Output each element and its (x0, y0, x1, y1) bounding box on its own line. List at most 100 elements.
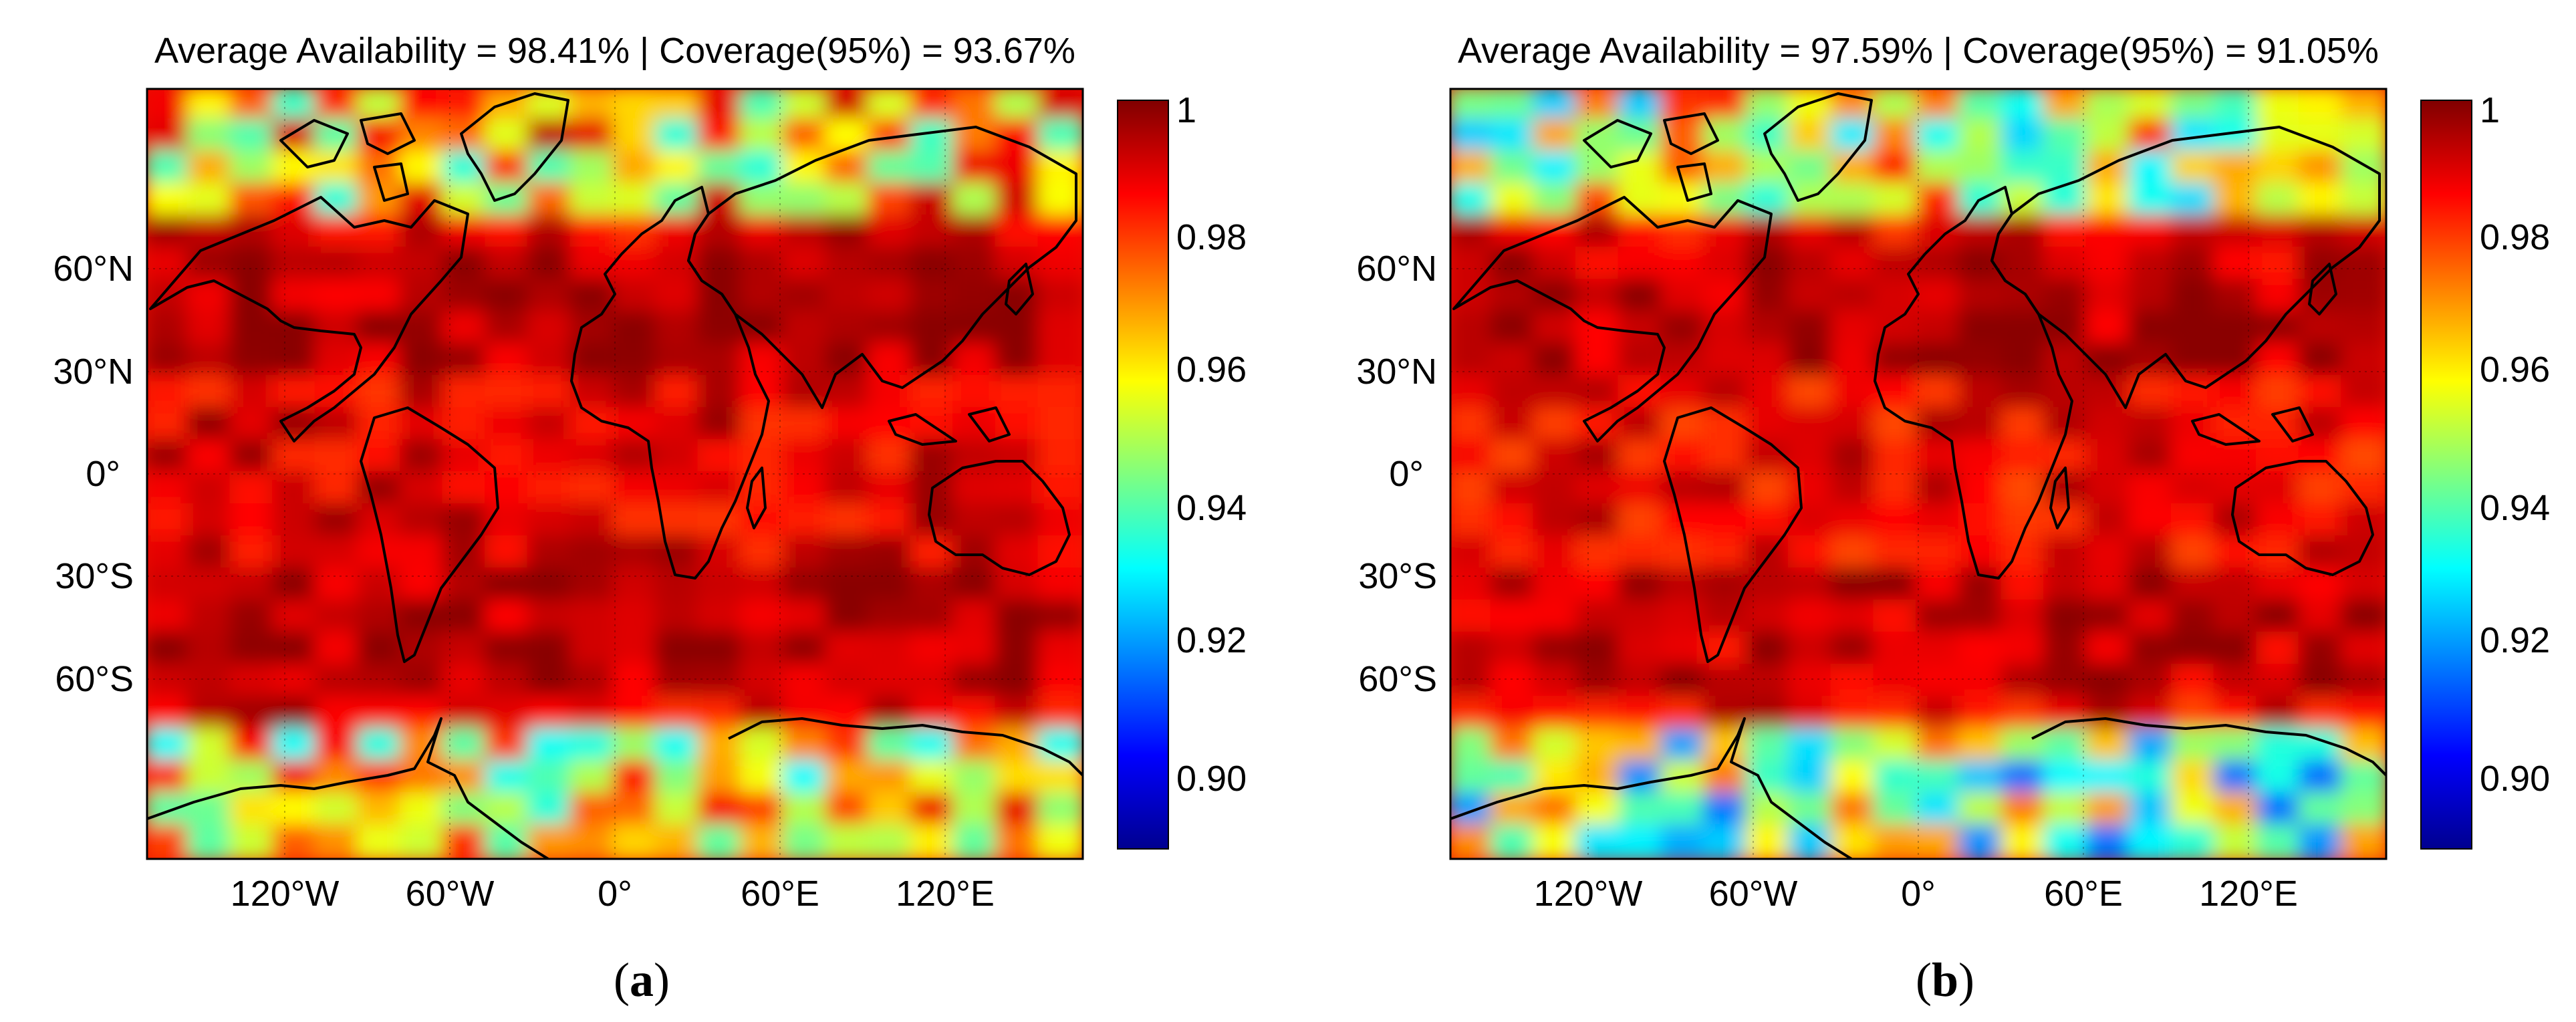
heatmap-cell (2128, 760, 2176, 797)
heatmap-cell (952, 600, 1001, 637)
heatmap-cell (1575, 215, 1624, 252)
heatmap-cell (782, 118, 831, 156)
heatmap-cell (527, 439, 575, 477)
heatmap-cell (1618, 728, 1666, 765)
heatmap-cell (995, 567, 1043, 605)
y-tick-30n: 30°N (1356, 352, 1437, 392)
heatmap-cell (1450, 600, 1496, 637)
heatmap-cell (314, 824, 363, 859)
heatmap-cell (527, 535, 575, 573)
heatmap-cell (1873, 664, 1921, 701)
heatmap-cell (952, 696, 1001, 733)
heatmap-cell (2043, 696, 2091, 733)
heatmap-cell (1618, 632, 1666, 669)
heatmap-cell (271, 503, 320, 541)
heatmap-cell (2341, 632, 2386, 669)
heatmap-cell (1533, 375, 1581, 412)
heatmap-cell (569, 150, 618, 188)
heatmap-cell (1788, 792, 1836, 829)
heatmap-cell (1533, 503, 1581, 541)
heatmap-cell (1037, 632, 1083, 669)
heatmap-cell (1037, 503, 1083, 541)
heatmap-cell (2043, 760, 2091, 797)
heatmap-cell (314, 632, 363, 669)
heatmap-cell (1490, 311, 1539, 348)
heatmap-cell (2001, 343, 2049, 380)
heatmap-cell (1830, 375, 1879, 412)
heatmap-cell (2085, 760, 2134, 797)
north-america-coastline (149, 196, 469, 442)
heatmap-cell (1916, 792, 1964, 829)
heatmap-cell (1702, 375, 1751, 412)
heatmap-cell (1450, 760, 1496, 797)
heatmap-cell (697, 118, 745, 156)
heatmap-cell (1873, 215, 1921, 252)
heatmap-cell (2341, 728, 2386, 765)
heatmap-cell (229, 696, 277, 733)
heatmap-cell (654, 535, 703, 573)
heatmap-cell (867, 182, 916, 220)
heatmap-cell (2213, 664, 2262, 701)
heatmap-cell (2341, 471, 2386, 509)
heatmap-cell (399, 760, 448, 797)
heatmap-cell (995, 696, 1043, 733)
heatmap-cell (825, 182, 873, 220)
heatmap-cell (2341, 824, 2386, 859)
heatmap-cell (1830, 567, 1879, 605)
heatmap-cell (1958, 279, 2007, 316)
heatmap-cell (527, 471, 575, 509)
heatmap-cell (357, 343, 405, 380)
heatmap-cell (2256, 632, 2304, 669)
heatmap-cell (485, 279, 533, 316)
heatmap-cell (147, 150, 192, 188)
heatmap-cell (1873, 503, 1921, 541)
heatmap-cell (2341, 247, 2386, 284)
heatmap-cell (357, 728, 405, 765)
heatmap-cell (1916, 182, 1964, 220)
heatmap-cell (2170, 632, 2219, 669)
heatmap-cell (1745, 150, 1794, 188)
heatmap-cell (1873, 89, 1921, 124)
heatmap-cell (782, 535, 831, 573)
heatmap-cell (229, 439, 277, 477)
heatmap-cell (1575, 760, 1624, 797)
heatmap-cell (1702, 728, 1751, 765)
heatmap-cell (314, 664, 363, 701)
heatmap-cell (1788, 375, 1836, 412)
heatmap-cell (910, 760, 958, 797)
heatmap-cell (2043, 632, 2091, 669)
heatmap-cell (1958, 407, 2007, 444)
heatmap-cell (399, 150, 448, 188)
heatmap-cell (485, 471, 533, 509)
heatmap-cell (2001, 247, 2049, 284)
heatmap-cell (2341, 439, 2386, 477)
heatmap-cell (1660, 567, 1708, 605)
heatmap-cell (1533, 407, 1581, 444)
colorbar-tick-098: 0.98 (2480, 217, 2550, 257)
heatmap-cell (1916, 343, 1964, 380)
panel-b-x-ticks: 120°W 60°W 0° 60°E 120°E (1534, 874, 2298, 914)
heatmap-cell (2170, 728, 2219, 765)
heatmap-cell (1575, 600, 1624, 637)
heatmap-cell (1618, 792, 1666, 829)
heatmap-cell (1745, 567, 1794, 605)
heatmap-cell (612, 215, 660, 252)
heatmap-cell (399, 375, 448, 412)
heatmap-cell (2128, 792, 2176, 829)
heatmap-cell (1490, 247, 1539, 284)
heatmap-cell (2256, 182, 2304, 220)
heatmap-cell (147, 696, 192, 733)
x-tick-120w: 120°W (231, 874, 340, 914)
heatmap-cell (1830, 600, 1879, 637)
heatmap-cell (442, 279, 491, 316)
south-america-coastline (1663, 406, 1803, 663)
heatmap-cell (867, 567, 916, 605)
heatmap-cell (612, 89, 660, 124)
heatmap-cell (2085, 150, 2134, 188)
heatmap-cell (1037, 375, 1083, 412)
heatmap-cell (1702, 247, 1751, 284)
heatmap-cell (271, 567, 320, 605)
heatmap-cell (825, 535, 873, 573)
heatmap-cell (527, 375, 575, 412)
heatmap-cell (1830, 439, 1879, 477)
